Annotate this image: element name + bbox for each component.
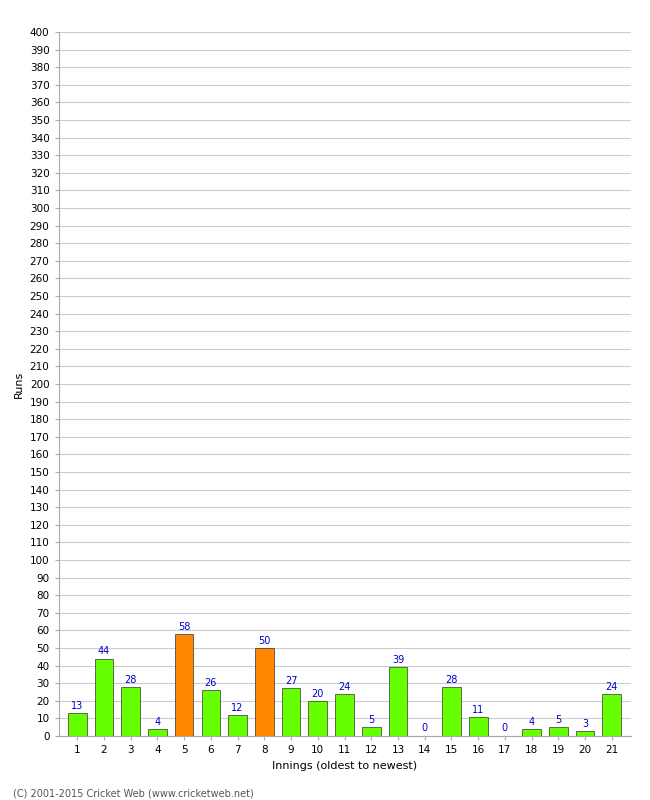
Text: 24: 24: [606, 682, 618, 692]
Bar: [175, 634, 194, 736]
Bar: [228, 715, 247, 736]
Text: 4: 4: [528, 717, 535, 727]
Bar: [95, 658, 113, 736]
Bar: [122, 686, 140, 736]
Bar: [148, 729, 167, 736]
Text: 13: 13: [71, 701, 83, 711]
Bar: [308, 701, 327, 736]
Text: 39: 39: [392, 655, 404, 666]
Text: 3: 3: [582, 718, 588, 729]
Text: 28: 28: [445, 674, 458, 685]
Text: 5: 5: [368, 715, 374, 725]
Bar: [549, 727, 567, 736]
Text: (C) 2001-2015 Cricket Web (www.cricketweb.net): (C) 2001-2015 Cricket Web (www.cricketwe…: [13, 788, 254, 798]
Text: 24: 24: [338, 682, 351, 692]
Bar: [362, 727, 381, 736]
Bar: [522, 729, 541, 736]
Text: 11: 11: [472, 705, 484, 714]
Text: 58: 58: [178, 622, 190, 632]
Text: 0: 0: [502, 723, 508, 734]
Text: 12: 12: [231, 702, 244, 713]
Text: 44: 44: [98, 646, 110, 657]
Bar: [603, 694, 621, 736]
Bar: [68, 713, 86, 736]
Text: 50: 50: [258, 636, 270, 646]
Bar: [442, 686, 461, 736]
Text: 20: 20: [311, 689, 324, 698]
Bar: [576, 730, 594, 736]
Text: 27: 27: [285, 676, 297, 686]
Bar: [281, 689, 300, 736]
Bar: [335, 694, 354, 736]
X-axis label: Innings (oldest to newest): Innings (oldest to newest): [272, 761, 417, 770]
Text: 28: 28: [125, 674, 137, 685]
Text: 0: 0: [422, 723, 428, 734]
Bar: [389, 667, 408, 736]
Bar: [202, 690, 220, 736]
Text: 5: 5: [555, 715, 562, 725]
Text: 4: 4: [154, 717, 161, 727]
Bar: [469, 717, 488, 736]
Y-axis label: Runs: Runs: [14, 370, 24, 398]
Bar: [255, 648, 274, 736]
Text: 26: 26: [205, 678, 217, 688]
